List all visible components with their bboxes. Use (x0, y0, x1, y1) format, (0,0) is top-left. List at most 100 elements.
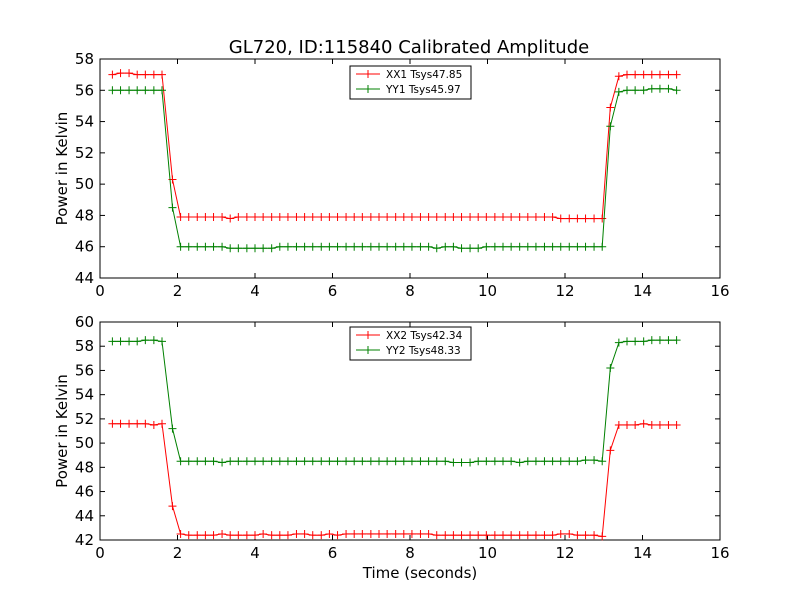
legend-label: XX2 Tsys42.34 (386, 330, 463, 342)
data-point (647, 70, 656, 79)
data-point (201, 212, 210, 221)
data-point (664, 336, 673, 345)
x-tick-label: 8 (405, 544, 415, 562)
data-point (515, 458, 524, 467)
data-point (540, 242, 549, 251)
data-point (391, 212, 400, 221)
data-point (474, 244, 483, 253)
data-point (523, 457, 532, 466)
data-point (300, 212, 309, 221)
data-point (614, 87, 623, 96)
data-point (540, 531, 549, 540)
data-point (325, 212, 334, 221)
data-point (664, 84, 673, 93)
data-point (391, 529, 400, 538)
data-point (325, 457, 334, 466)
data-point (474, 457, 483, 466)
data-point (639, 70, 648, 79)
data-point (424, 529, 433, 538)
data-point (184, 212, 193, 221)
data-point (631, 86, 640, 95)
data-point (655, 336, 664, 345)
y-tick-label: 46 (75, 238, 94, 256)
data-point (176, 529, 185, 538)
x-tick-label: 2 (173, 544, 183, 562)
data-point (391, 457, 400, 466)
x-tick-label: 14 (633, 282, 652, 300)
data-point (209, 531, 218, 540)
data-point (184, 457, 193, 466)
data-point (342, 212, 351, 221)
data-point (441, 457, 450, 466)
legend-label: YY2 Tsys48.33 (385, 345, 461, 357)
x-tick-label: 10 (478, 544, 497, 562)
data-point (234, 531, 243, 540)
data-point (507, 531, 516, 540)
data-point (283, 242, 292, 251)
data-point (342, 457, 351, 466)
data-point (672, 336, 681, 345)
data-point (631, 337, 640, 346)
y-tick-label: 58 (75, 337, 94, 355)
x-tick-label: 10 (478, 282, 497, 300)
data-point (407, 457, 416, 466)
y-tick-label: 52 (75, 410, 94, 428)
data-point (399, 242, 408, 251)
data-point (614, 72, 623, 81)
data-point (531, 212, 540, 221)
data-point (407, 529, 416, 538)
data-point (308, 212, 317, 221)
x-tick-label: 14 (633, 544, 652, 562)
x-tick-label: 2 (173, 282, 183, 300)
data-point (366, 529, 375, 538)
data-point (457, 458, 466, 467)
legend-marker (364, 85, 372, 93)
data-point (590, 242, 599, 251)
data-point (125, 69, 134, 78)
data-point (614, 420, 623, 429)
data-point (149, 336, 158, 345)
data-point (317, 531, 326, 540)
data-point (383, 242, 392, 251)
legend-label: XX1 Tsys47.85 (386, 69, 462, 81)
data-point (598, 457, 607, 466)
data-point (548, 531, 557, 540)
data-point (383, 212, 392, 221)
data-point (133, 86, 142, 95)
data-point (108, 70, 117, 79)
data-point (407, 212, 416, 221)
data-point (540, 457, 549, 466)
data-point (499, 212, 507, 221)
data-point (283, 531, 292, 540)
data-point (333, 457, 342, 466)
y-tick-label: 46 (75, 483, 94, 501)
data-point (333, 531, 342, 540)
data-point (300, 242, 309, 251)
data-point (292, 457, 301, 466)
data-point (158, 70, 166, 79)
data-point (242, 457, 251, 466)
data-point (259, 457, 268, 466)
data-point (317, 242, 326, 251)
data-point (466, 244, 475, 253)
data-point (573, 242, 582, 251)
series-line-0 (112, 423, 677, 537)
data-point (275, 457, 284, 466)
y-tick-label: 54 (75, 113, 94, 131)
legend: XX1 Tsys47.85 YY1 Tsys45.97 (349, 65, 472, 100)
data-point (234, 244, 243, 253)
data-point (275, 242, 284, 251)
data-point (548, 457, 557, 466)
data-point (416, 529, 425, 538)
legend-marker (364, 331, 372, 339)
data-point (565, 457, 574, 466)
data-point (647, 420, 656, 429)
data-point (581, 242, 590, 251)
data-point (432, 212, 441, 221)
y-tick-label: 48 (75, 458, 94, 476)
data-point (259, 212, 268, 221)
data-point (283, 457, 292, 466)
data-point (383, 529, 392, 538)
